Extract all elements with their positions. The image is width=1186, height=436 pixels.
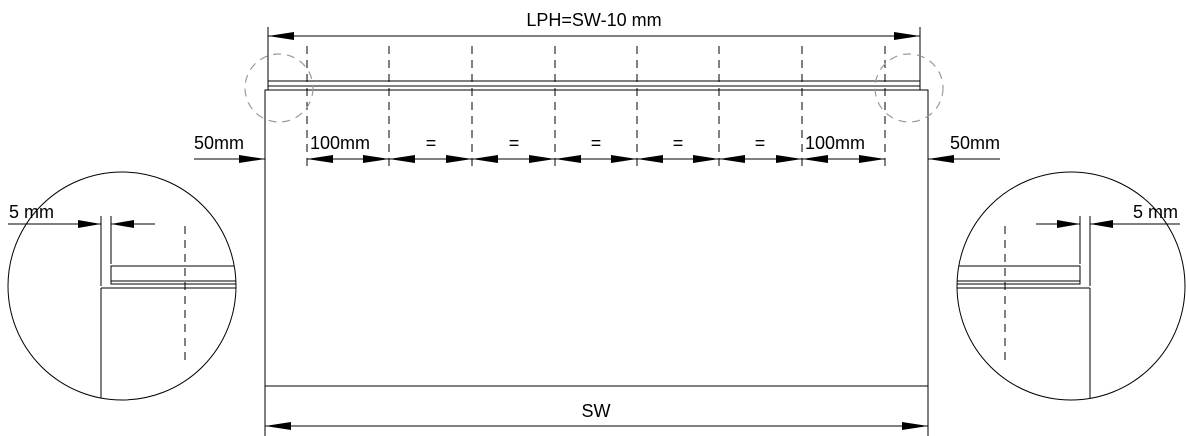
detail-view-right: 5 mm xyxy=(956,171,1186,401)
chain-arrow xyxy=(446,155,472,163)
right-offset-arrow xyxy=(928,155,954,163)
equal-spacing-label: = xyxy=(591,133,602,153)
first-spacing-label: 100mm xyxy=(310,133,370,153)
equal-spacing-label: = xyxy=(755,133,766,153)
chain-arrow xyxy=(555,155,581,163)
chain-arrow xyxy=(389,155,415,163)
spacing-dimension-chain: 50mm 100mm = = = = = 100mm 50mm xyxy=(194,133,1000,163)
left-detail-arrow-a xyxy=(78,220,101,228)
left-detail-gap-label: 5 mm xyxy=(9,202,54,222)
detail-callout-left xyxy=(244,53,314,123)
top-arrow-right xyxy=(894,32,920,40)
chain-arrow xyxy=(719,155,745,163)
chain-arrow xyxy=(802,155,828,163)
left-detail-arrow-b xyxy=(111,220,134,228)
bottom-overall-dimension: SW xyxy=(264,386,929,436)
top-dimension-label: LPH=SW-10 mm xyxy=(526,10,661,30)
detail-circle-left xyxy=(7,171,237,401)
left-offset-label: 50mm xyxy=(194,133,244,153)
right-detail-arrow-a xyxy=(1057,220,1080,228)
chain-arrow xyxy=(363,155,389,163)
right-detail-arrow-b xyxy=(1090,220,1113,228)
equal-spacing-label: = xyxy=(426,133,437,153)
equal-spacing-label: = xyxy=(509,133,520,153)
chain-arrow xyxy=(859,155,885,163)
equal-spacing-label: = xyxy=(673,133,684,153)
right-offset-label: 50mm xyxy=(950,133,1000,153)
last-spacing-label: 100mm xyxy=(805,133,865,153)
bottom-arrow-left xyxy=(265,422,291,430)
top-overall-dimension: LPH=SW-10 mm xyxy=(267,10,921,85)
detail-callout-right xyxy=(874,53,944,123)
chain-arrow xyxy=(529,155,555,163)
top-arrow-left xyxy=(268,32,294,40)
strip xyxy=(957,265,1081,285)
main-panel xyxy=(264,80,929,387)
detail-view-left: 5 mm xyxy=(7,171,237,401)
detail-circle-right xyxy=(956,171,1186,401)
chain-arrow xyxy=(776,155,802,163)
chain-arrow xyxy=(693,155,719,163)
chain-arrow xyxy=(611,155,637,163)
right-detail-gap-label: 5 mm xyxy=(1133,202,1178,222)
strip xyxy=(110,265,236,285)
fastener-centerlines xyxy=(306,46,886,166)
bottom-arrow-right xyxy=(902,422,928,430)
chain-arrow xyxy=(472,155,498,163)
chain-arrow xyxy=(637,155,663,163)
bottom-dimension-label: SW xyxy=(582,401,611,421)
left-offset-arrow xyxy=(239,155,265,163)
chain-arrow xyxy=(307,155,333,163)
